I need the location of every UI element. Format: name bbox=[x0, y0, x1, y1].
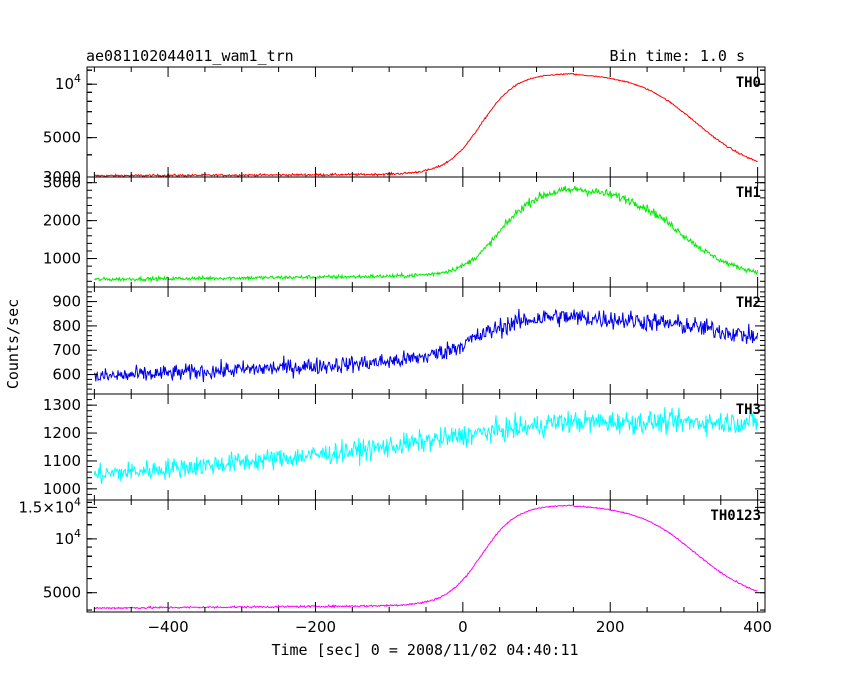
y-tick-label: 5000 bbox=[43, 584, 81, 602]
y-tick-label: 3000 bbox=[43, 174, 81, 192]
y-tick-label: 800 bbox=[52, 317, 81, 335]
y-tick-label: 700 bbox=[52, 341, 81, 359]
panel-frame bbox=[86, 286, 766, 395]
x-tick-label: 400 bbox=[743, 618, 772, 636]
bin-time-label: Bin time: 1.0 s bbox=[610, 47, 745, 65]
chart-title: ae081102044011_wam1_trn bbox=[86, 47, 294, 65]
x-tick-label: −200 bbox=[295, 618, 336, 636]
panel-frame bbox=[86, 66, 766, 178]
y-axis-label: Counts/sec bbox=[4, 299, 22, 389]
panel-th0: 3000 5000 104 TH0 bbox=[43, 66, 766, 186]
panel-th0123: 5000 104 1.5×104 TH0123 bbox=[18, 495, 766, 613]
series-label-th2: TH2 bbox=[736, 295, 761, 311]
panel-th2: 600 700 800 900 TH2 bbox=[52, 286, 766, 395]
panel-frame bbox=[86, 393, 766, 501]
y-tick-label: 1.5×104 bbox=[18, 495, 81, 516]
x-axis-label: Time [sec] 0 = 2008/11/02 04:40:11 bbox=[271, 641, 578, 659]
series-line-th3 bbox=[93, 407, 759, 484]
y-tick-label: 5000 bbox=[43, 129, 81, 147]
y-tick-label: 2000 bbox=[43, 212, 81, 230]
series-line-th0123 bbox=[94, 504, 758, 610]
series-label-th0: TH0 bbox=[736, 75, 761, 91]
y-tick-label: 1000 bbox=[43, 480, 81, 498]
panel-frame bbox=[86, 499, 766, 613]
series-line-th0 bbox=[94, 72, 758, 178]
y-tick-label: 1000 bbox=[43, 250, 81, 268]
y-tick-label: 600 bbox=[52, 366, 81, 384]
x-tick-label: −400 bbox=[147, 618, 188, 636]
x-tick-label: 200 bbox=[596, 618, 625, 636]
y-tick-label: 1100 bbox=[43, 452, 81, 470]
series-line-th1 bbox=[94, 185, 759, 283]
panel-th3: 1000 1100 1200 1300 TH3 bbox=[43, 393, 766, 501]
y-tick-label: 104 bbox=[55, 72, 81, 93]
y-tick-label: 1300 bbox=[43, 396, 81, 414]
panel-th1: 1000 2000 3000 TH1 bbox=[43, 174, 766, 288]
series-line-th2 bbox=[93, 308, 759, 383]
panel-frame bbox=[86, 176, 766, 288]
x-tick-label: 0 bbox=[458, 618, 468, 636]
y-tick-label: 3000 bbox=[43, 168, 81, 186]
y-tick-label: 1200 bbox=[43, 424, 81, 442]
series-label-th1: TH1 bbox=[736, 185, 761, 201]
series-label-th0123: TH0123 bbox=[710, 508, 761, 524]
y-tick-label: 104 bbox=[55, 527, 81, 548]
y-tick-label: 900 bbox=[52, 293, 81, 311]
series-label-th3: TH3 bbox=[736, 402, 761, 418]
